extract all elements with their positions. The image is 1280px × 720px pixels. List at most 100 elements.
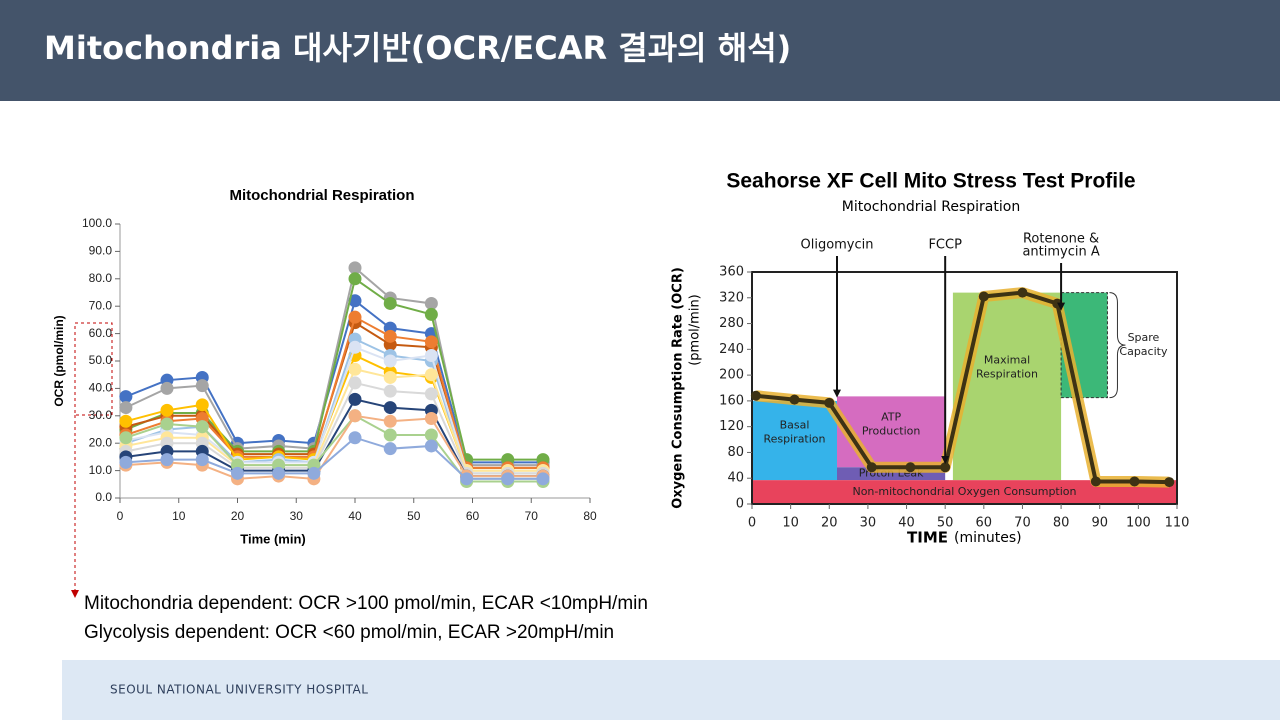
x-tick-label: 110	[1165, 516, 1190, 531]
data-point	[1017, 287, 1028, 298]
x-tick-label: 50	[937, 516, 954, 531]
x-tick-label: 80	[583, 509, 597, 523]
x-axis-unit: (minutes)	[954, 530, 1022, 546]
region-label: ATP	[881, 411, 901, 424]
data-point	[383, 401, 397, 415]
data-point	[272, 466, 286, 480]
x-tick-label: 30	[860, 516, 877, 531]
region	[837, 396, 946, 468]
x-tick-label: 30	[290, 509, 304, 523]
data-point	[1129, 476, 1140, 487]
annotation-arrow	[71, 590, 79, 598]
x-tick-label: 50	[407, 509, 421, 523]
y-tick-label: 80.0	[89, 271, 113, 285]
data-point	[905, 462, 916, 473]
y-tick-label: 280	[719, 316, 744, 331]
data-point	[348, 340, 362, 354]
x-tick-label: 70	[1014, 516, 1031, 531]
data-point	[160, 417, 174, 431]
data-point	[501, 472, 515, 486]
region	[752, 400, 837, 481]
data-point	[195, 453, 209, 467]
y-tick-label: 160	[719, 393, 744, 408]
brace	[1109, 292, 1126, 399]
data-point	[119, 455, 133, 469]
y-tick-label: 240	[719, 342, 744, 357]
region-label: Respiration	[763, 433, 825, 446]
x-tick-label: 10	[782, 516, 799, 531]
footer-bar	[62, 660, 1280, 720]
y-tick-label: 0.0	[95, 490, 112, 504]
data-point	[195, 398, 209, 412]
y-tick-label: 10.0	[89, 463, 113, 477]
x-tick-label: 90	[1091, 516, 1108, 531]
data-point	[424, 307, 438, 321]
data-point	[1090, 476, 1101, 487]
y-tick-label: 40	[727, 471, 744, 486]
data-point	[119, 401, 133, 415]
y-tick-label: 30.0	[89, 408, 113, 422]
data-point	[383, 354, 397, 368]
data-point	[750, 390, 761, 401]
note: Mitochondria dependent: OCR >100 pmol/mi…	[84, 593, 648, 614]
chart-subtitle: Mitochondrial Respiration	[842, 199, 1020, 215]
data-point	[383, 442, 397, 456]
data-point	[383, 370, 397, 384]
x-tick-label: 40	[348, 509, 362, 523]
region-label: Maximal	[984, 354, 1030, 367]
region-label: Production	[862, 425, 921, 438]
x-axis-label: Time (min)	[240, 531, 306, 546]
y-tick-label: 60.0	[89, 326, 113, 340]
y-tick-label: 50.0	[89, 353, 113, 367]
data-point	[824, 397, 835, 408]
data-point	[195, 420, 209, 434]
x-tick-label: 60	[976, 516, 993, 531]
y-axis-unit: (pmol/min)	[688, 294, 703, 366]
y-tick-label: 90.0	[89, 244, 113, 258]
arrow-head	[1057, 302, 1066, 311]
data-point	[119, 390, 133, 404]
data-point	[978, 291, 989, 302]
x-tick-label: 100	[1126, 516, 1151, 531]
data-point	[383, 384, 397, 398]
injection-label: FCCP	[928, 238, 962, 253]
x-tick-label: 20	[821, 516, 838, 531]
x-axis-label: TIME	[907, 529, 948, 547]
data-point	[789, 394, 800, 405]
data-point	[348, 431, 362, 445]
data-point	[231, 466, 244, 480]
series-line	[125, 277, 543, 461]
data-point	[383, 414, 397, 428]
region	[752, 480, 1177, 504]
data-point	[119, 414, 133, 428]
y-tick-label: 360	[719, 265, 744, 280]
data-point	[424, 439, 438, 453]
data-point	[348, 261, 362, 275]
x-tick-label: 20	[231, 509, 245, 523]
data-point	[424, 335, 438, 349]
data-point	[383, 428, 397, 442]
header-bar	[0, 0, 1280, 101]
footer-text: SEOUL NATIONAL UNIVERSITY HOSPITAL	[110, 683, 368, 697]
arrow-head	[833, 389, 841, 398]
injection-label: Rotenone &	[1023, 232, 1099, 247]
x-tick-label: 0	[748, 516, 756, 531]
series-line	[755, 290, 1170, 485]
y-tick-label: 120	[719, 419, 744, 434]
data-point	[348, 310, 362, 324]
chart: 0.0 10.0 20.0 30.0 40.0 50.0 60.0 70.0 80.0 90.0 1…	[52, 187, 597, 546]
data-point	[160, 453, 174, 467]
x-tick-label: 10	[172, 509, 186, 523]
y-axis-label: Oxygen Consumption Rate (OCR)	[671, 267, 686, 509]
data-point	[160, 381, 174, 395]
data-point	[383, 296, 397, 310]
x-tick-label: 40	[898, 516, 915, 531]
data-point	[348, 294, 362, 308]
data-point	[307, 466, 321, 480]
region-label: Non-mitochondrial Oxygen Consumption	[852, 485, 1076, 498]
data-point	[424, 296, 438, 310]
y-tick-label: 70.0	[89, 298, 113, 312]
x-tick-label: 70	[525, 509, 539, 523]
y-tick-label: 20.0	[89, 435, 113, 449]
y-tick-label: 320	[719, 290, 744, 305]
